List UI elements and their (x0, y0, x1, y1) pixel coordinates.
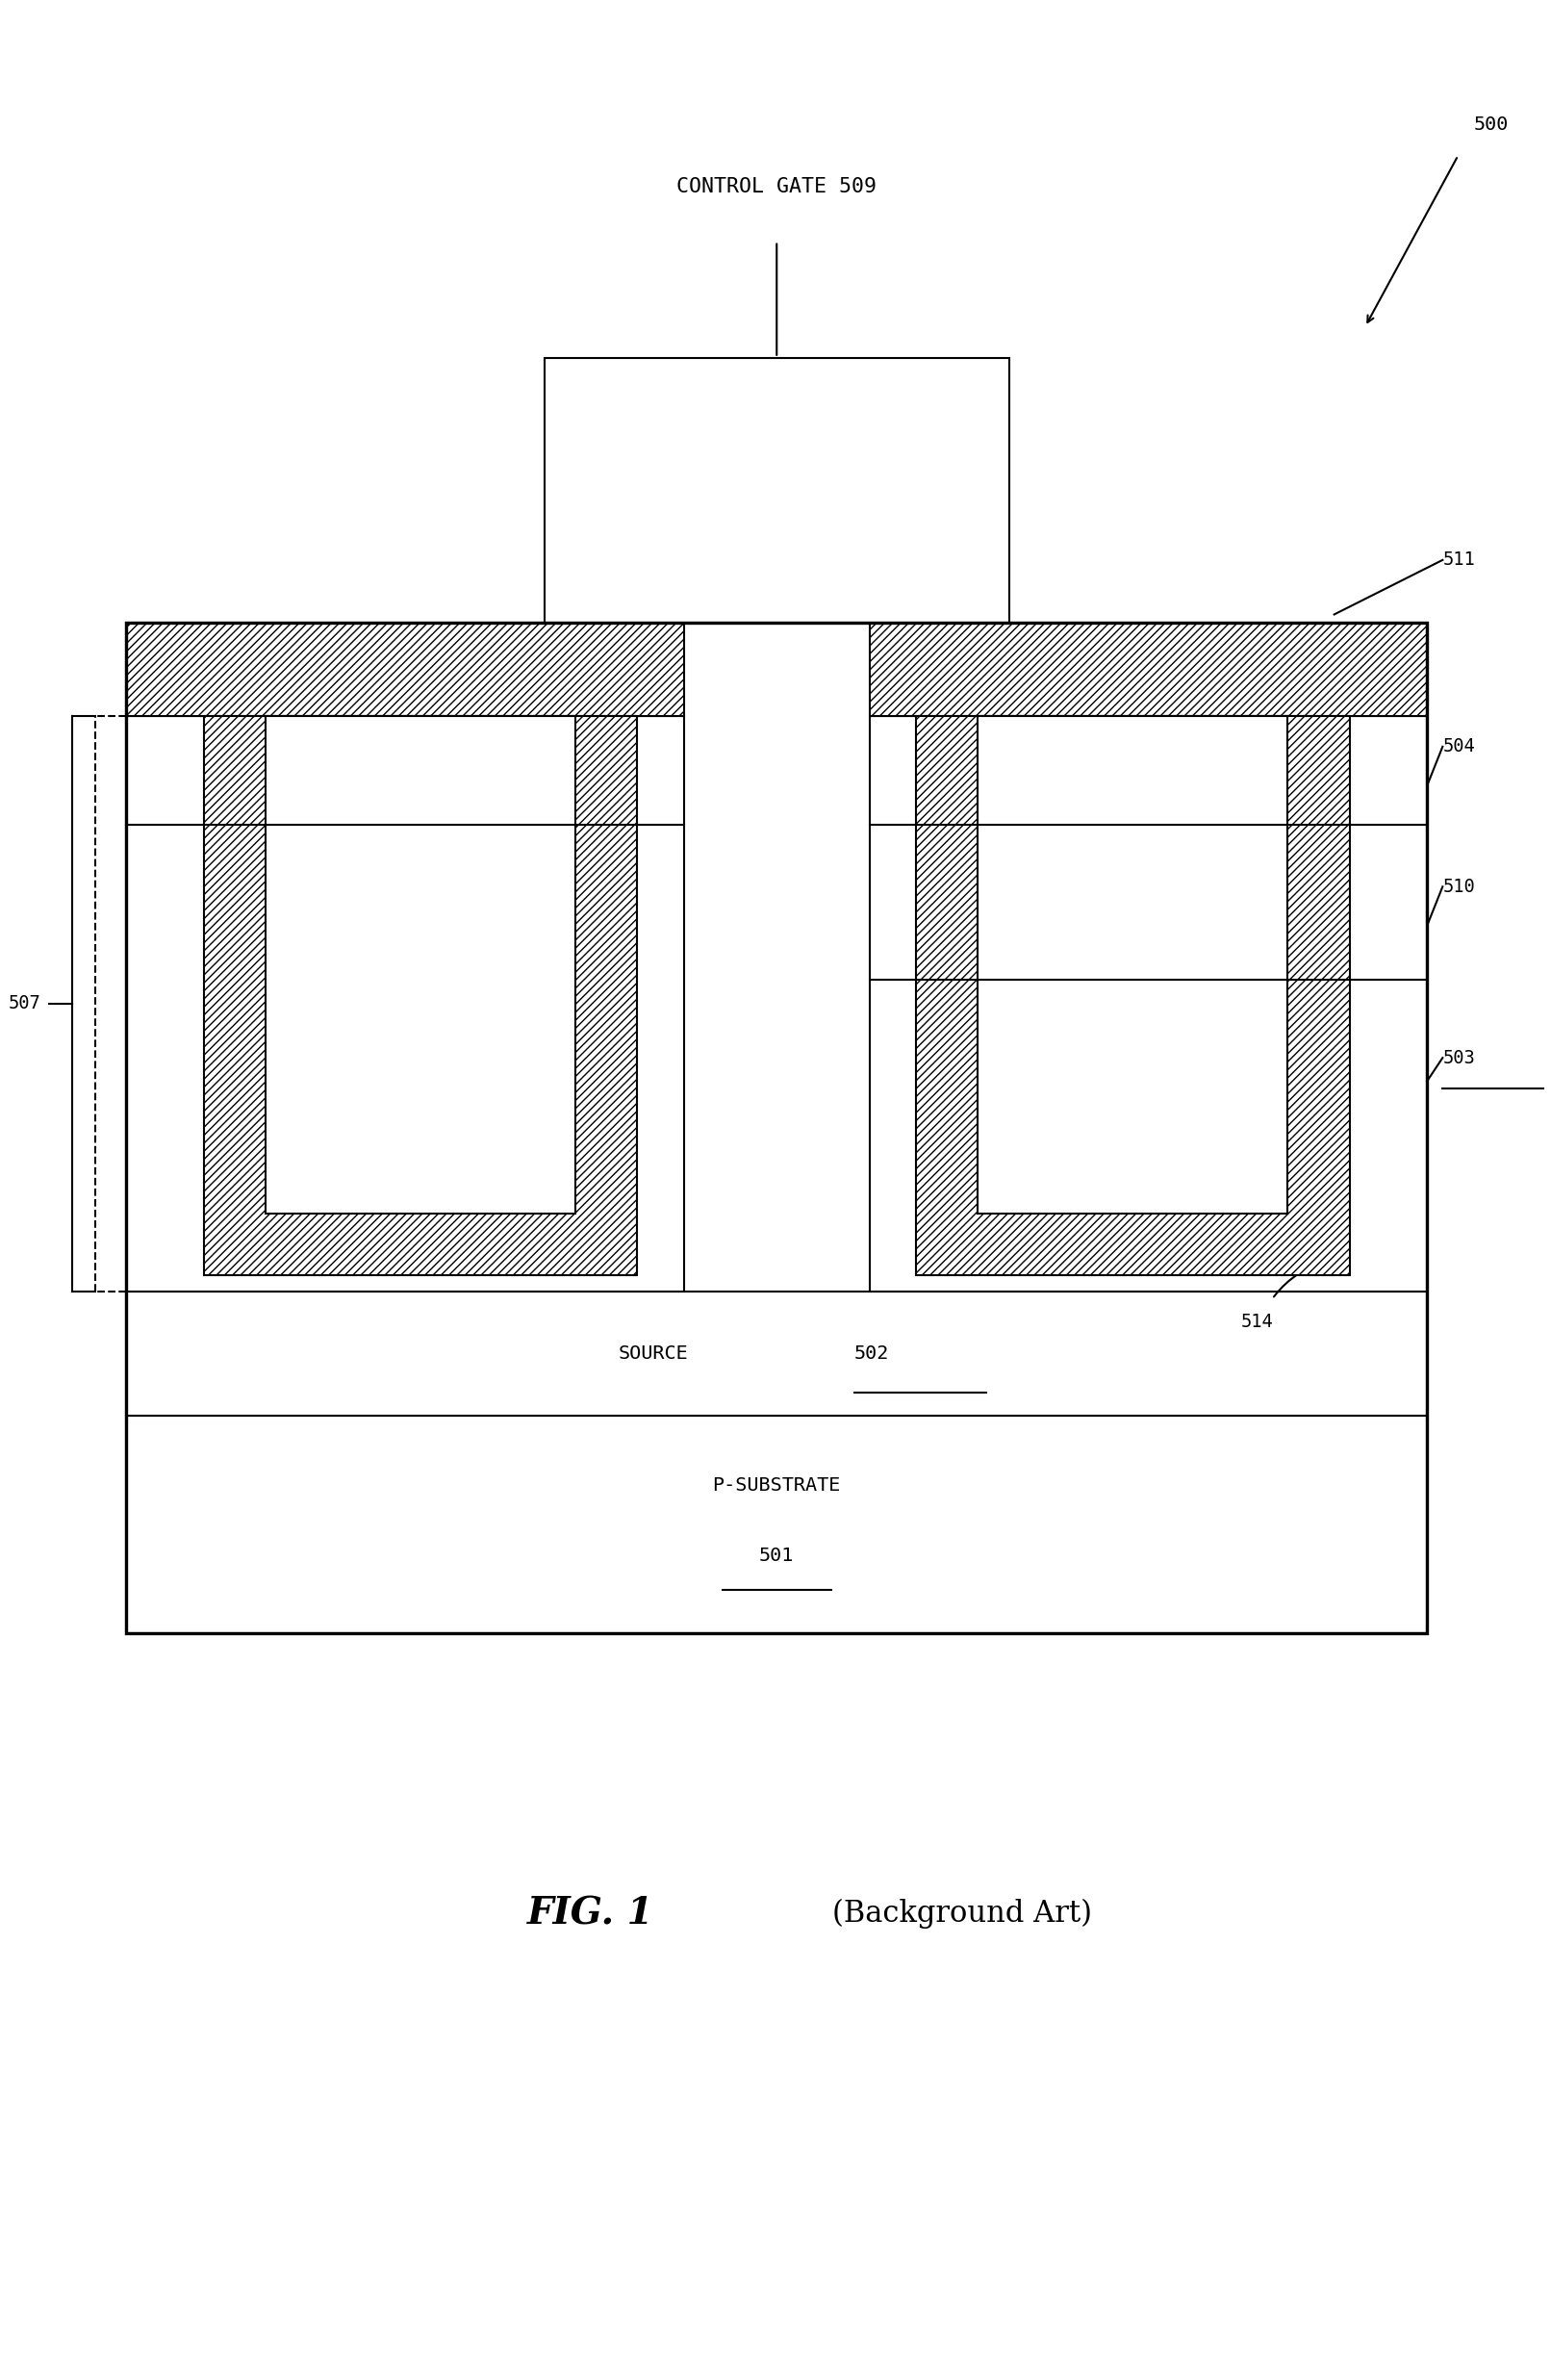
Text: CONTROL GATE 509: CONTROL GATE 509 (676, 176, 876, 195)
Bar (265, 716, 575, 1214)
Bar (126, 1290, 1427, 1416)
Bar (203, 716, 637, 1276)
Bar (870, 716, 1427, 1290)
Text: 503: 503 (1442, 1050, 1475, 1066)
Text: FLOATING: FLOATING (226, 985, 313, 1004)
Bar (917, 716, 1349, 1276)
Text: 500: 500 (1473, 114, 1509, 133)
Text: DRAIN: DRAIN (1120, 752, 1177, 771)
Text: 511: 511 (1442, 550, 1475, 569)
Text: 507: 507 (9, 995, 42, 1011)
Bar (979, 716, 1287, 1214)
Text: GATE 505: GATE 505 (226, 1057, 313, 1076)
Bar (544, 357, 1010, 621)
Text: 501: 501 (758, 1547, 794, 1564)
Text: FIG. 1: FIG. 1 (527, 1894, 655, 1933)
Text: 506: 506 (226, 1142, 259, 1161)
Text: (Background Art): (Background Art) (833, 1899, 1092, 1928)
Bar (126, 716, 684, 1290)
Text: 508: 508 (226, 1219, 259, 1238)
Bar (126, 1416, 1427, 1633)
Text: 502: 502 (855, 1345, 889, 1361)
Bar (126, 621, 684, 716)
Bar (870, 621, 1427, 716)
Text: DRAIN: DRAIN (375, 752, 434, 771)
Text: 514: 514 (1241, 1314, 1273, 1330)
Text: 504: 504 (1442, 738, 1475, 757)
Text: SOURCE: SOURCE (617, 1345, 687, 1361)
Text: 510: 510 (1442, 878, 1475, 895)
Text: P-SUBSTRATE: P-SUBSTRATE (712, 1476, 841, 1495)
Bar (126, 621, 1427, 1633)
